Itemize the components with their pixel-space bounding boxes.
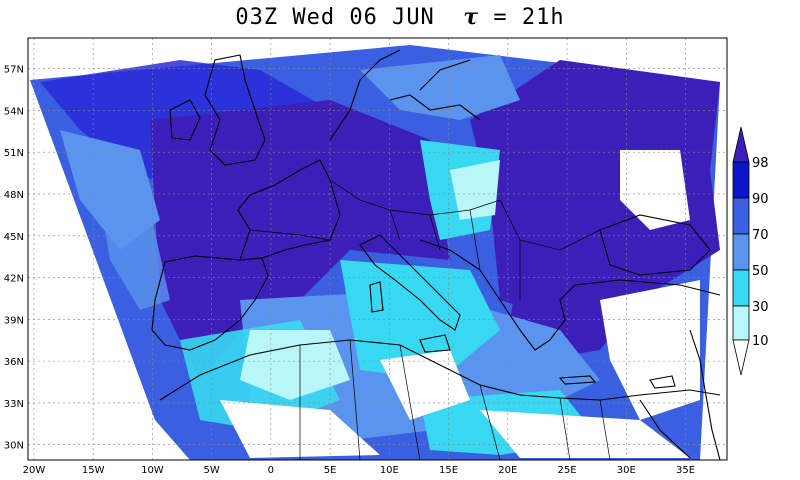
title-time: 03Z Wed 06 JUN	[235, 5, 435, 30]
graticule	[28, 38, 727, 460]
colorbar-level-label: 50	[752, 264, 769, 279]
colorbar-segment	[732, 161, 750, 199]
tau-value: = 21h	[493, 5, 565, 30]
lat-tick-label: 57N	[4, 65, 24, 76]
lon-tick-label: 15W	[82, 465, 105, 476]
lat-tick-label: 54N	[4, 106, 24, 117]
lat-tick-label: 48N	[4, 190, 24, 201]
plot-frame	[27, 37, 728, 461]
borders	[249, 179, 611, 461]
forecast-domain	[30, 45, 720, 460]
coastlines	[151, 49, 721, 461]
lat-tick-label: 36N	[4, 357, 24, 368]
colorbar-segment	[732, 233, 750, 271]
lon-tick-label: 10W	[141, 465, 164, 476]
lon-tick-label: 5W	[204, 465, 220, 476]
lat-tick-label: 30N	[4, 441, 24, 452]
longitude-labels: 20W 15W 10W 5W 0 5E 10E 15E 20E 25E 30E 35E	[23, 465, 695, 476]
colorbar-level-label: 98	[752, 156, 769, 171]
lon-tick-label: 20W	[23, 465, 46, 476]
colorbar-level-label: 90	[752, 192, 769, 207]
colorbar-bottom-arrow	[732, 339, 750, 376]
lat-tick-label: 39N	[4, 315, 24, 326]
lon-tick-label: 10E	[380, 465, 399, 476]
lon-tick-label: 20E	[498, 465, 517, 476]
lat-tick-label: 45N	[4, 232, 24, 243]
tau-symbol: τ	[463, 4, 480, 30]
lon-tick-label: 5E	[324, 465, 337, 476]
map-title: 03Z Wed 06 JUN τ = 21h	[0, 4, 800, 30]
colorbar-level-label: 30	[752, 300, 769, 315]
colorbar-segment	[732, 305, 750, 341]
lon-tick-label: 35E	[676, 465, 695, 476]
colorbar-level-label: 10	[752, 334, 769, 349]
lon-tick-label: 0	[268, 465, 274, 476]
colorbar-level-label: 70	[752, 228, 769, 243]
lat-tick-label: 51N	[4, 148, 24, 159]
lat-tick-label: 33N	[4, 399, 24, 410]
colorbar: 98 90 70 50 30 10	[732, 126, 769, 376]
lon-tick-label: 15E	[439, 465, 458, 476]
lon-tick-label: 30E	[617, 465, 636, 476]
latitude-labels: 57N 54N 51N 48N 45N 42N 39N 36N 33N 30N	[4, 65, 24, 452]
colorbar-segment	[732, 197, 750, 235]
lat-tick-label: 42N	[4, 274, 24, 285]
colorbar-segment	[732, 269, 750, 307]
lon-tick-label: 25E	[558, 465, 577, 476]
colorbar-top-arrow	[732, 126, 750, 163]
